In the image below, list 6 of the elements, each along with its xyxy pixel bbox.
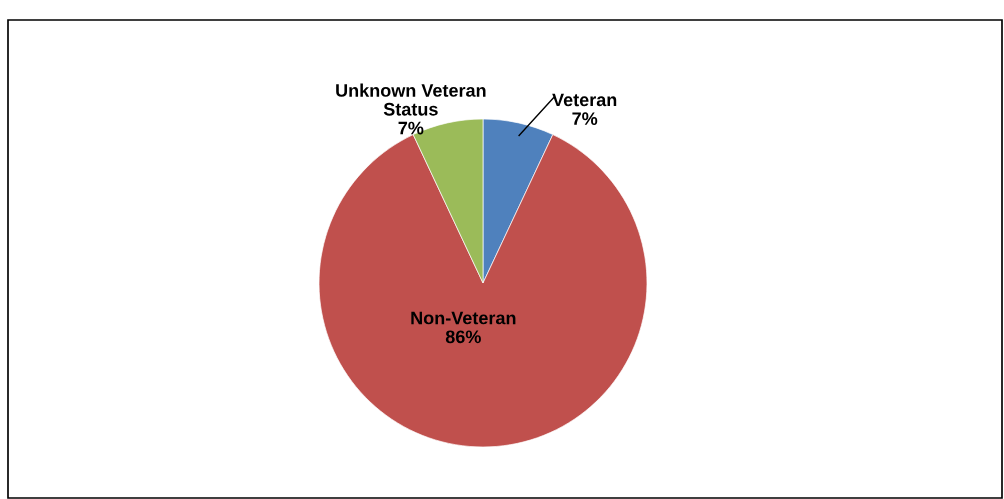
slice-label: Non-Veteran <box>411 311 516 325</box>
slice-label: Unknown Veteran Status <box>336 83 486 116</box>
data-label: 7% <box>398 121 424 135</box>
data-label: 86% <box>445 330 481 344</box>
slice-label: Veteran <box>552 93 617 107</box>
data-label: 7% <box>572 112 598 126</box>
